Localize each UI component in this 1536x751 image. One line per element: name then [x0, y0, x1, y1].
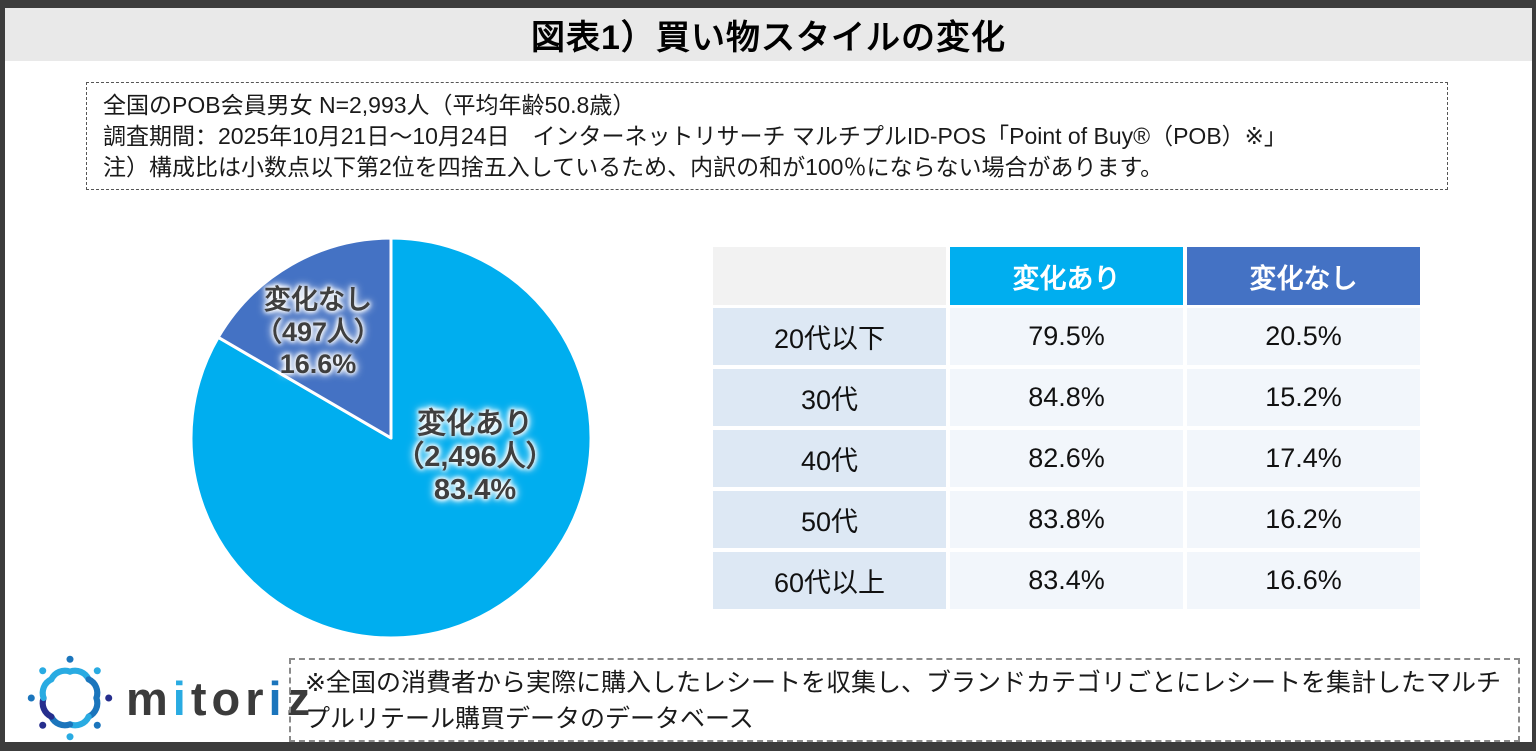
logo-letter: r	[245, 671, 269, 725]
table-header-change-yes: 変化あり	[950, 247, 1183, 305]
table-header-blank	[713, 247, 946, 305]
survey-notes-box: 全国のPOB会員男女 N=2,993人（平均年齢50.8歳） 調査期間：2025…	[86, 82, 1448, 190]
footnote-text: ※全国の消費者から実際に購入したレシートを収集し、ブランドカテゴリごとにレシート…	[305, 669, 1501, 733]
table-cell: 16.2%	[1187, 491, 1420, 548]
logo-letter: z	[286, 671, 316, 725]
table-row-label: 50代	[713, 491, 946, 548]
logo-letter: o	[211, 671, 246, 725]
table-row-label: 60代以上	[713, 552, 946, 609]
pie-label-change-no: 変化なし （497人） 16.6%	[206, 284, 430, 380]
table-cell: 17.4%	[1187, 430, 1420, 487]
survey-note-line3: 注）構成比は小数点以下第2位を四捨五入しているため、内訳の和が100％にならない…	[103, 154, 1164, 180]
table-cell: 83.8%	[950, 491, 1183, 548]
survey-note-line1: 全国のPOB会員男女 N=2,993人（平均年齢50.8歳）	[103, 92, 636, 118]
table-cell: 15.2%	[1187, 369, 1420, 426]
pie-chart	[183, 230, 599, 646]
figure-title-bar: 図表1）買い物スタイルの変化	[5, 8, 1532, 61]
pie-label-change-no-name: 変化なし	[264, 285, 372, 315]
mitoriz-wordmark: mitoriz	[126, 671, 315, 726]
table-row-label: 40代	[713, 430, 946, 487]
table-cell: 79.5%	[950, 308, 1183, 365]
pie-slice-change-yes	[189, 236, 593, 640]
logo-letter: i	[268, 671, 287, 725]
table-cell: 83.4%	[950, 552, 1183, 609]
table-row-label: 30代	[713, 369, 946, 426]
table-header-change-no: 変化なし	[1187, 247, 1420, 305]
logo-letter: t	[190, 671, 212, 725]
mitoriz-logo: mitoriz	[26, 650, 315, 746]
table-cell: 20.5%	[1187, 308, 1420, 365]
mitoriz-starburst-icon	[27, 655, 113, 741]
logo-letter: m	[126, 671, 173, 725]
table-cell: 82.6%	[950, 430, 1183, 487]
pie-label-change-yes: 変化あり （2,496人） 83.4%	[352, 408, 598, 507]
pie-slice-change-no	[216, 236, 393, 440]
pie-label-change-yes-pct: 83.4%	[433, 474, 517, 506]
logo-letter: i	[172, 671, 191, 725]
table-cell: 16.6%	[1187, 552, 1420, 609]
page-title: 図表1）買い物スタイルの変化	[531, 19, 1006, 57]
pie-label-change-no-count: （497人）	[254, 317, 382, 347]
pie-chart-svg	[189, 236, 593, 640]
pie-label-change-no-pct: 16.6%	[279, 349, 357, 379]
footnote-box: ※全国の消費者から実際に購入したレシートを収集し、ブランドカテゴリごとにレシート…	[289, 658, 1520, 742]
pie-label-change-yes-count: （2,496人）	[395, 441, 555, 473]
pie-label-change-yes-name: 変化あり	[416, 408, 533, 440]
table-row-label: 20代以下	[713, 308, 946, 365]
table-cell: 84.8%	[950, 369, 1183, 426]
survey-note-line2: 調査期間：2025年10月21日～10月24日 インターネットリサーチ マルチプ…	[103, 123, 1287, 149]
age-breakdown-table: 変化あり 変化なし 20代以下 79.5% 20.5% 30代 84.8% 15…	[713, 247, 1420, 609]
